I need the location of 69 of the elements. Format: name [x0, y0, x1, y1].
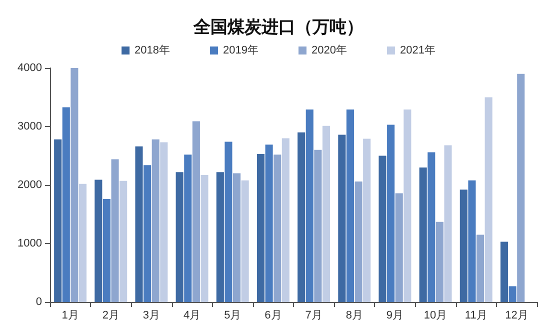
bar: [468, 180, 476, 302]
y-tick-label: 4000: [18, 62, 42, 74]
y-tick-label: 1000: [18, 238, 42, 250]
bar: [404, 110, 412, 302]
x-tick-label: 3月: [142, 310, 160, 322]
bar: [265, 144, 273, 302]
bar: [216, 172, 224, 302]
bar: [363, 138, 371, 302]
x-tick-label: 2月: [102, 310, 120, 322]
bar: [111, 159, 119, 302]
bar: [102, 199, 110, 302]
bar: [354, 181, 362, 302]
y-tick-label: 3000: [18, 120, 42, 132]
bar: [94, 180, 102, 302]
bar: [517, 74, 525, 302]
bar: [460, 190, 468, 302]
x-tick-label: 12月: [505, 310, 528, 322]
x-tick-label: 4月: [183, 310, 201, 322]
bar: [298, 132, 306, 302]
bar: [282, 138, 290, 302]
bar: [120, 180, 128, 302]
bar: [62, 107, 70, 302]
bar: [436, 222, 444, 302]
bar: [387, 124, 395, 302]
bar: [233, 173, 241, 302]
x-tick-label: 6月: [264, 310, 282, 322]
bar: [176, 172, 184, 302]
bar: [135, 146, 143, 302]
chart-title: 全国煤炭进口（万吨）: [192, 18, 364, 38]
bar: [274, 154, 282, 302]
x-tick-label: 1月: [62, 310, 79, 322]
y-tick-label: 0: [36, 296, 42, 308]
x-tick-label: 11月: [464, 310, 488, 322]
x-tick-label: 5月: [224, 310, 242, 322]
x-tick-label: 10月: [424, 310, 448, 322]
bar: [378, 156, 386, 302]
bar: [160, 142, 168, 302]
legend-label: 2020年: [312, 44, 347, 56]
bar: [152, 139, 160, 302]
legend-label: 2021年: [400, 44, 436, 56]
bar: [184, 154, 192, 302]
x-tick-label: 8月: [346, 310, 363, 322]
bar: [306, 110, 314, 302]
bar: [241, 180, 249, 302]
x-tick-label: 7月: [305, 310, 322, 322]
bar: [314, 150, 322, 302]
bar: [200, 175, 208, 302]
bar: [500, 242, 508, 302]
y-tick-label: 2000: [18, 179, 42, 191]
legend-label: 2018年: [134, 44, 170, 56]
bar: [428, 152, 436, 302]
x-tick-label: 9月: [386, 310, 404, 322]
bar: [338, 134, 346, 302]
bar: [256, 154, 265, 302]
bar: [192, 121, 200, 302]
bar: [508, 286, 516, 302]
legend-label: 2019年: [223, 44, 259, 56]
bar: [419, 167, 427, 302]
bar: [346, 110, 354, 302]
bar: [224, 142, 232, 302]
bar: [70, 68, 78, 302]
bar: [54, 139, 62, 302]
bar: [322, 126, 330, 302]
bar: [444, 145, 452, 302]
bar: [144, 165, 152, 302]
bar: [484, 97, 492, 302]
bar: [476, 234, 484, 302]
bar: [78, 184, 87, 302]
bar: [395, 193, 403, 302]
